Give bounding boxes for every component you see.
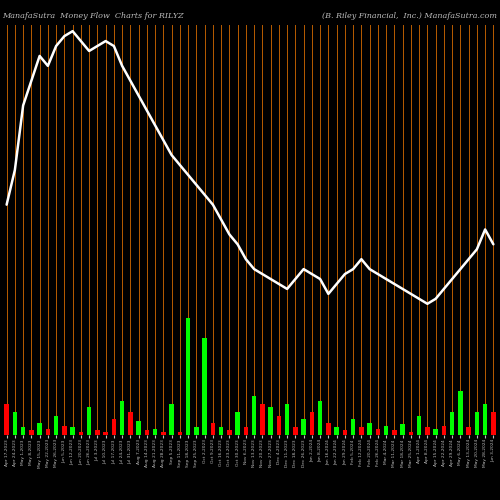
- Bar: [408, 432, 413, 435]
- Bar: [368, 422, 372, 435]
- Bar: [178, 432, 182, 435]
- Bar: [466, 427, 471, 435]
- Bar: [4, 404, 9, 435]
- Bar: [210, 422, 215, 435]
- Bar: [285, 404, 290, 435]
- Text: ManafaSutra  Money Flow  Charts for RILYZ: ManafaSutra Money Flow Charts for RILYZ: [2, 12, 184, 20]
- Bar: [21, 427, 25, 435]
- Bar: [400, 424, 405, 435]
- Bar: [78, 432, 83, 435]
- Bar: [219, 427, 224, 435]
- Bar: [359, 427, 364, 435]
- Bar: [120, 400, 124, 435]
- Bar: [29, 430, 34, 435]
- Bar: [293, 427, 298, 435]
- Bar: [95, 430, 100, 435]
- Bar: [450, 412, 454, 435]
- Bar: [62, 426, 66, 435]
- Bar: [170, 404, 174, 435]
- Bar: [474, 412, 479, 435]
- Bar: [194, 427, 198, 435]
- Bar: [351, 420, 356, 435]
- Bar: [112, 420, 116, 435]
- Bar: [260, 404, 264, 435]
- Bar: [384, 426, 388, 435]
- Bar: [417, 416, 422, 435]
- Bar: [252, 396, 256, 435]
- Bar: [434, 429, 438, 435]
- Bar: [202, 338, 207, 435]
- Text: (B. Riley Financial,  Inc.) ManafaSutra.com: (B. Riley Financial, Inc.) ManafaSutra.c…: [322, 12, 498, 20]
- Bar: [342, 430, 347, 435]
- Bar: [491, 412, 496, 435]
- Bar: [334, 427, 339, 435]
- Bar: [46, 429, 50, 435]
- Bar: [276, 416, 281, 435]
- Bar: [227, 430, 232, 435]
- Bar: [268, 407, 273, 435]
- Bar: [38, 422, 42, 435]
- Bar: [376, 429, 380, 435]
- Bar: [87, 407, 92, 435]
- Bar: [244, 427, 248, 435]
- Bar: [128, 412, 132, 435]
- Bar: [392, 430, 396, 435]
- Bar: [425, 427, 430, 435]
- Bar: [70, 427, 75, 435]
- Bar: [12, 412, 17, 435]
- Bar: [318, 400, 322, 435]
- Bar: [458, 392, 462, 435]
- Bar: [186, 318, 190, 435]
- Bar: [144, 430, 149, 435]
- Bar: [153, 429, 158, 435]
- Bar: [326, 422, 330, 435]
- Bar: [236, 412, 240, 435]
- Bar: [302, 420, 306, 435]
- Bar: [136, 421, 141, 435]
- Bar: [104, 432, 108, 435]
- Bar: [310, 412, 314, 435]
- Bar: [483, 404, 488, 435]
- Bar: [161, 432, 166, 435]
- Bar: [442, 426, 446, 435]
- Bar: [54, 416, 58, 435]
